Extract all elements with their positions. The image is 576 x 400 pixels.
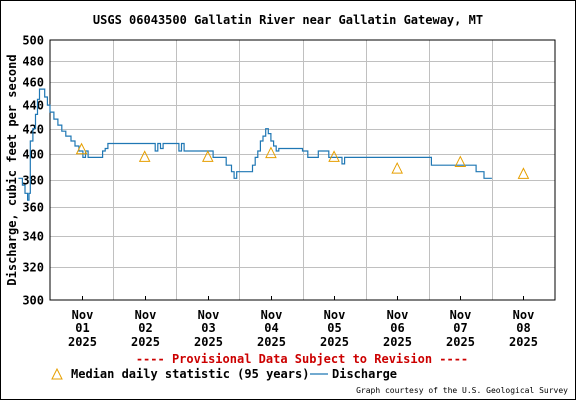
- y-axis-label: Discharge, cubic feet per second: [5, 54, 19, 285]
- y-tick-label: 400: [22, 148, 44, 162]
- x-tick-day: 07: [453, 321, 467, 335]
- y-tick-label: 500: [22, 34, 44, 48]
- x-tick-month: Nov: [387, 308, 409, 322]
- median-marker: [454, 155, 467, 168]
- x-tick-year: 2025: [383, 335, 412, 349]
- x-axis-ticks: Nov012025Nov022025Nov032025Nov042025Nov0…: [68, 296, 538, 349]
- x-tick-month: Nov: [513, 308, 535, 322]
- median-marker: [517, 167, 530, 179]
- x-tick-year: 2025: [194, 335, 223, 349]
- y-tick-label: 340: [22, 230, 44, 244]
- median-marker: [202, 150, 214, 162]
- x-tick-day: 08: [516, 321, 530, 335]
- x-tick-year: 2025: [257, 335, 286, 349]
- legend-discharge-label: Discharge: [332, 367, 397, 381]
- discharge-line: [18, 88, 492, 201]
- legend-median-marker: [51, 367, 63, 380]
- x-tick-month: Nov: [324, 308, 346, 322]
- credit-text: Graph courtesy of the U.S. Geological Su…: [356, 386, 568, 395]
- y-tick-label: 360: [22, 201, 44, 215]
- x-tick-day: 04: [264, 321, 278, 335]
- y-tick-label: 480: [22, 55, 44, 69]
- legend: Median daily statistic (95 years) Discha…: [51, 367, 397, 381]
- median-marker: [75, 142, 88, 155]
- y-tick-label: 300: [22, 294, 44, 308]
- x-tick-month: Nov: [135, 308, 157, 322]
- x-tick-day: 06: [390, 321, 404, 335]
- plot-frame: [49, 39, 556, 301]
- median-marker: [265, 146, 277, 159]
- x-tick-year: 2025: [446, 335, 475, 349]
- median-marker: [138, 150, 151, 162]
- median-marker: [391, 161, 403, 174]
- y-tick-label: 380: [22, 174, 44, 188]
- provisional-note: ---- Provisional Data Subject to Revisio…: [136, 352, 468, 366]
- x-tick-month: Nov: [72, 308, 94, 322]
- y-tick-label: 320: [22, 261, 44, 275]
- y-tick-label: 440: [22, 99, 44, 113]
- median-marker: [328, 150, 340, 162]
- series-layer: [18, 88, 530, 201]
- x-tick-year: 2025: [131, 335, 160, 349]
- chart-title: USGS 06043500 Gallatin River near Gallat…: [93, 13, 483, 27]
- x-tick-year: 2025: [320, 335, 349, 349]
- x-tick-day: 05: [327, 321, 341, 335]
- x-tick-month: Nov: [198, 308, 220, 322]
- x-tick-year: 2025: [68, 335, 97, 349]
- x-tick-year: 2025: [509, 335, 538, 349]
- x-tick-month: Nov: [261, 308, 283, 322]
- grid: [50, 40, 555, 300]
- x-tick-day: 01: [75, 321, 89, 335]
- y-tick-label: 460: [22, 76, 44, 90]
- legend-median-label: Median daily statistic (95 years): [71, 367, 309, 381]
- x-tick-day: 03: [201, 321, 215, 335]
- x-tick-month: Nov: [450, 308, 472, 322]
- x-tick-day: 02: [138, 321, 152, 335]
